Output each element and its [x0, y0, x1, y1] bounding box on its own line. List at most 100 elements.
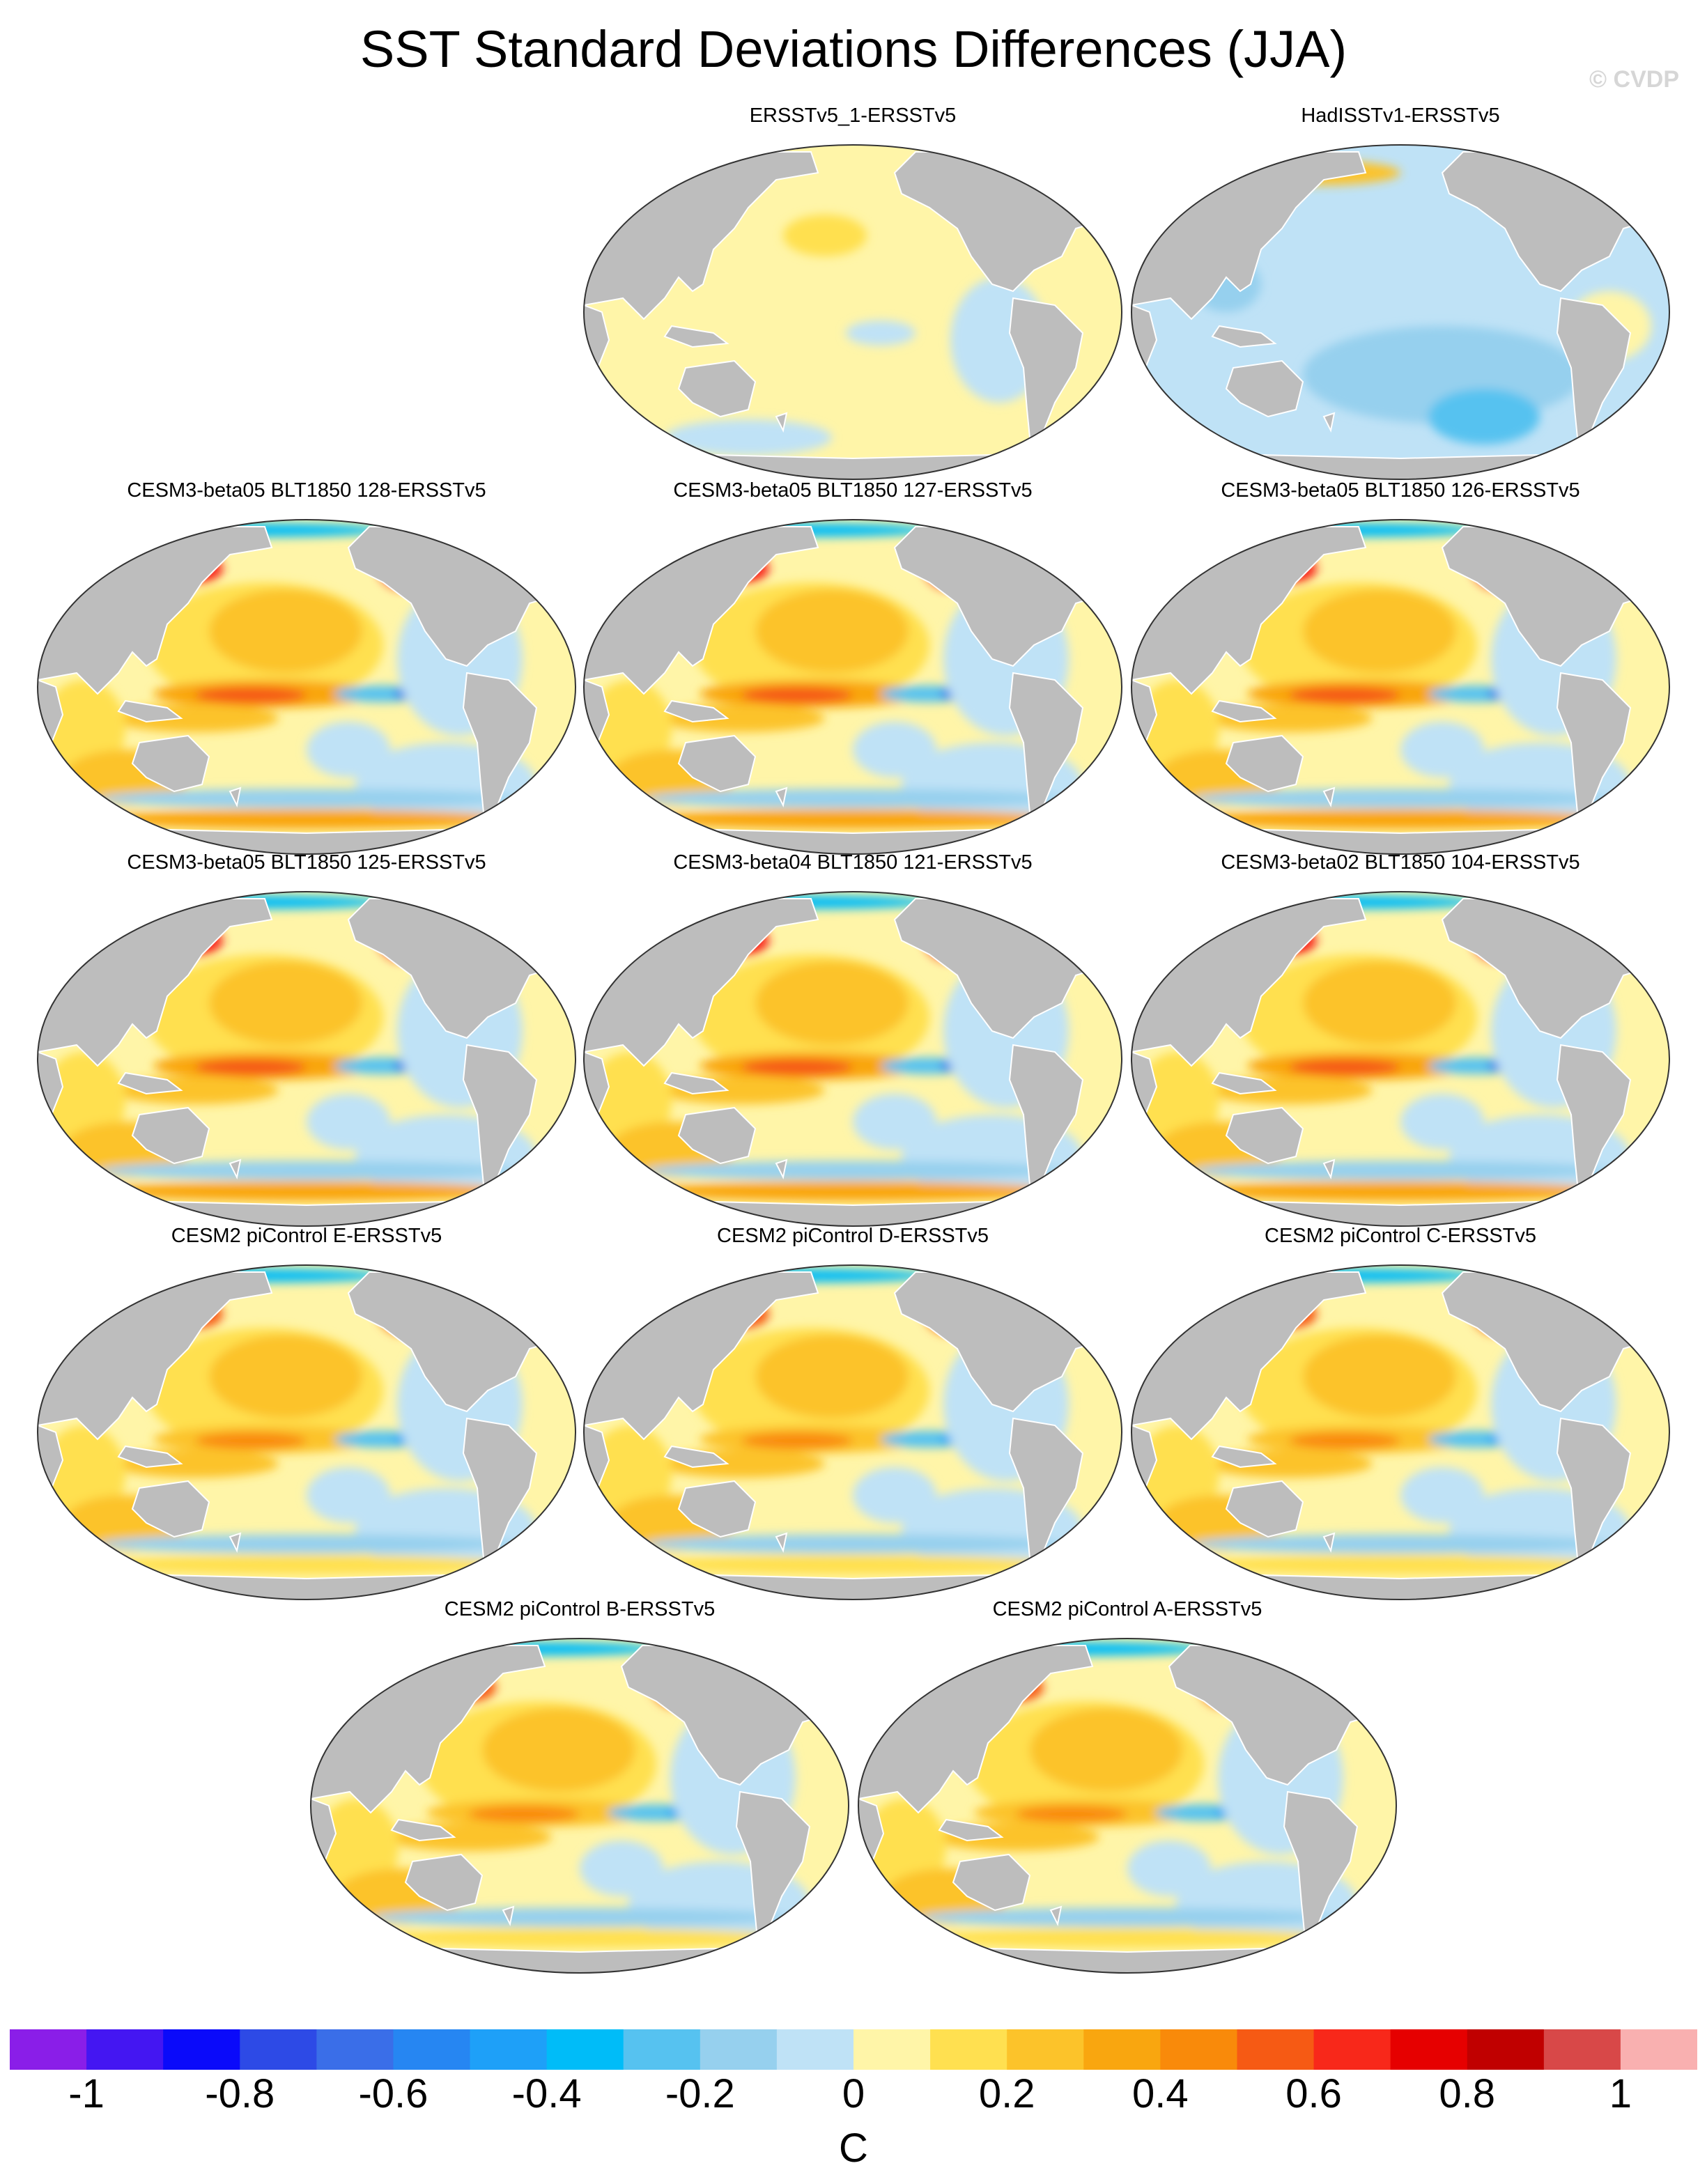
indonesia-land: [117, 1445, 183, 1469]
colorbar-tick-label: -0.2: [665, 2071, 735, 2116]
colorbar-tick-label: 0.6: [1285, 2071, 1342, 2116]
indonesia-land: [938, 1818, 1004, 1842]
australia-land: [952, 1853, 1031, 1912]
indonesia-land: [117, 1071, 183, 1095]
anomaly-patch: [918, 1928, 1336, 1948]
map-border: [37, 519, 576, 855]
anomaly-patch: [644, 1182, 1062, 1201]
sst-difference-map: [858, 1638, 1397, 1974]
anomaly-patch: [371, 1928, 789, 1948]
new-zealand-land: [1322, 1159, 1336, 1180]
new-zealand-land: [229, 1159, 242, 1180]
colorbar-unit: C: [839, 2125, 868, 2171]
colorbar-tick-label: 0: [842, 2071, 865, 2116]
panel-title: CESM2 piControl A-ERSSTv5: [992, 1598, 1262, 1620]
new-zealand-land: [1322, 412, 1336, 433]
sst-difference-map: [1131, 144, 1670, 480]
indonesia-land: [663, 1071, 729, 1095]
colorbar-swatch: [930, 2029, 1007, 2070]
anomaly-patch: [644, 1161, 1062, 1180]
indonesia-land: [1211, 699, 1277, 723]
anomaly-patch: [1016, 1806, 1127, 1822]
map-border: [37, 1264, 576, 1600]
anomaly-patch: [98, 1161, 516, 1180]
map-border: [583, 891, 1122, 1227]
colorbar-swatch: [86, 2029, 164, 2070]
antarctica-land: [38, 1574, 576, 1600]
anomaly-patch: [1289, 1059, 1400, 1076]
anomaly-patch: [1191, 1161, 1609, 1180]
anomaly-patch: [98, 789, 516, 808]
anomaly-patch: [307, 722, 390, 777]
anomaly-patch: [1191, 1555, 1609, 1574]
colorbar-swatch: [776, 2029, 854, 2070]
greenland-land: [535, 894, 576, 928]
antarctica-land: [1131, 828, 1669, 854]
panel-title: CESM3-beta05 BLT1850 125-ERSSTv5: [127, 851, 486, 874]
australia-land: [677, 1480, 757, 1538]
colorbar-tick-label: 0.8: [1439, 2071, 1496, 2116]
antarctica-land: [1131, 1200, 1669, 1226]
colorbar-swatch: [1543, 2029, 1621, 2070]
antarctica-land: [584, 1200, 1122, 1226]
anomaly-patch: [644, 1555, 1062, 1574]
antarctica-land: [38, 828, 576, 854]
indonesia-land: [390, 1818, 456, 1842]
australia-land: [1225, 359, 1304, 418]
colorbar-swatch: [10, 2029, 87, 2070]
colorbar-tick-label: -0.4: [511, 2071, 582, 2116]
anomaly-patch: [1303, 1335, 1456, 1418]
antarctica-land: [858, 1947, 1396, 1973]
panel-title: ERSSTv5_1-ERSSTv5: [749, 104, 957, 127]
anomaly-patch: [307, 1467, 390, 1523]
anomaly-patch: [468, 1806, 580, 1822]
cvdp-watermark: © CVDP: [1589, 66, 1679, 93]
anomaly-patch: [1303, 589, 1456, 673]
anomaly-patch: [1191, 789, 1609, 808]
indonesia-land: [1211, 1445, 1277, 1469]
sst-difference-map: [1131, 519, 1670, 855]
new-zealand-land: [229, 787, 242, 808]
anomaly-patch: [853, 1094, 936, 1149]
panel-title: CESM2 piControl E-ERSSTv5: [171, 1225, 442, 1247]
anomaly-patch: [580, 1841, 663, 1896]
anomaly-patch: [741, 687, 853, 704]
antarctica-land: [311, 1947, 849, 1973]
panel-title: CESM3-beta05 BLT1850 126-ERSSTv5: [1221, 479, 1580, 502]
greenland-land: [535, 1268, 576, 1301]
anomaly-patch: [1030, 1708, 1183, 1792]
greenland-land: [808, 1641, 849, 1675]
panel-title: CESM3-beta05 BLT1850 127-ERSSTv5: [673, 479, 1033, 502]
figure-title: SST Standard Deviations Differences (JJA…: [360, 20, 1347, 78]
new-zealand-land: [775, 1532, 788, 1554]
anomaly-patch: [195, 1059, 307, 1076]
antarctica-land: [38, 1200, 576, 1226]
anomaly-patch: [209, 1335, 362, 1418]
anomaly-patch: [1428, 389, 1540, 444]
greenland-land: [1081, 148, 1122, 181]
colorbar-swatch: [470, 2029, 548, 2070]
panel-title: CESM2 piControl C-ERSSTv5: [1265, 1225, 1536, 1247]
australia-land: [404, 1853, 484, 1912]
anomaly-patch: [195, 1432, 307, 1449]
anomaly-patch: [98, 1534, 516, 1554]
panel-title: CESM2 piControl B-ERSSTv5: [444, 1598, 716, 1620]
australia-land: [677, 359, 757, 418]
greenland-land: [1081, 522, 1122, 556]
indonesia-land: [663, 325, 729, 348]
indonesia-land: [663, 699, 729, 723]
anomaly-patch: [371, 1907, 789, 1927]
anomaly-patch: [98, 1555, 516, 1574]
anomaly-patch: [98, 1182, 516, 1201]
new-zealand-land: [1322, 1532, 1336, 1554]
colorbar-swatch: [546, 2029, 624, 2070]
anomaly-patch: [1400, 1467, 1484, 1523]
australia-land: [131, 1106, 210, 1165]
colorbar-swatch: [393, 2029, 471, 2070]
greenland-land: [1081, 1268, 1122, 1301]
australia-land: [131, 734, 210, 793]
anomaly-patch: [741, 1059, 853, 1076]
colorbar-swatch: [854, 2029, 931, 2070]
map-border: [583, 519, 1122, 855]
greenland-land: [1629, 148, 1669, 181]
